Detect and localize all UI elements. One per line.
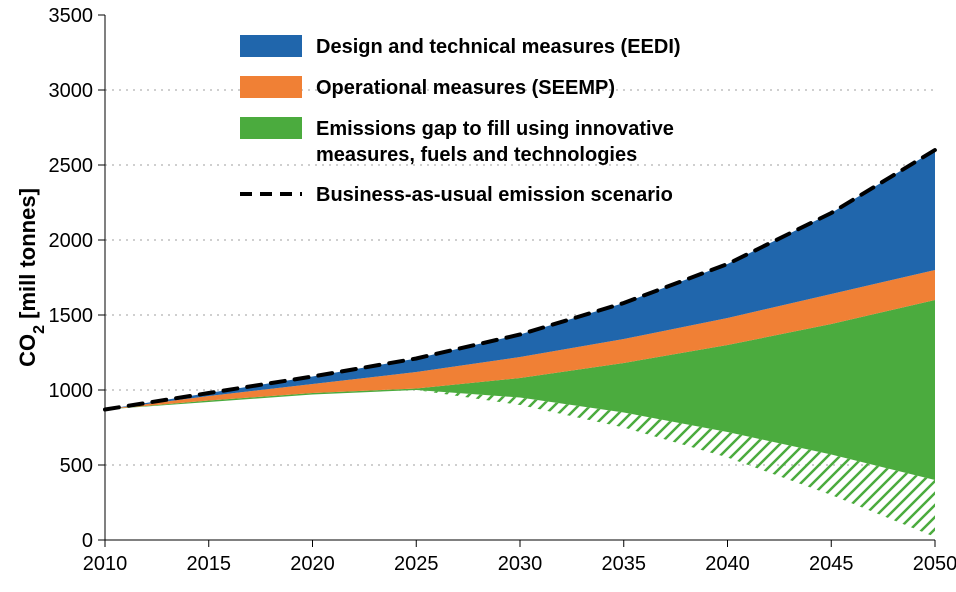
y-tick-label: 3500 — [49, 5, 94, 27]
x-tick-label: 2025 — [394, 553, 439, 575]
x-tick-label: 2045 — [809, 553, 854, 575]
chart-svg: 0 500 1000 1500 2000 2500 3000 3500 2010 2015 2020… — [0, 0, 956, 592]
legend-swatch — [240, 35, 302, 57]
y-tick-label: 3000 — [49, 80, 94, 102]
y-tick-label: 2500 — [49, 155, 94, 177]
emissions-area-chart: 0 500 1000 1500 2000 2500 3000 3500 2010 2015 2020… — [0, 0, 956, 592]
x-tick-label: 2040 — [705, 553, 750, 575]
y-tick-label: 500 — [60, 455, 93, 477]
legend-label: Emissions gap to fill using innovative — [316, 118, 674, 140]
y-tick-label: 2000 — [49, 230, 94, 252]
y-tick-label: 1500 — [49, 305, 94, 327]
legend-swatch — [240, 117, 302, 139]
x-tick-label: 2010 — [83, 553, 128, 575]
x-tick-label: 2020 — [290, 553, 335, 575]
legend-label: Business-as-usual emission scenario — [316, 184, 673, 206]
x-tick-label: 2030 — [498, 553, 543, 575]
y-tick-label: 1000 — [49, 380, 94, 402]
legend-label: measures, fuels and technologies — [316, 144, 637, 166]
y-axis-label: CO2 [mill tonnes] — [15, 188, 48, 367]
legend-label: Design and technical measures (EEDI) — [316, 36, 681, 58]
legend-swatch — [240, 76, 302, 98]
legend-label: Operational measures (SEEMP) — [316, 77, 615, 99]
x-tick-label: 2015 — [187, 553, 232, 575]
y-tick-label: 0 — [82, 530, 93, 552]
x-tick-label: 2035 — [602, 553, 647, 575]
x-tick-label: 2050 — [913, 553, 956, 575]
